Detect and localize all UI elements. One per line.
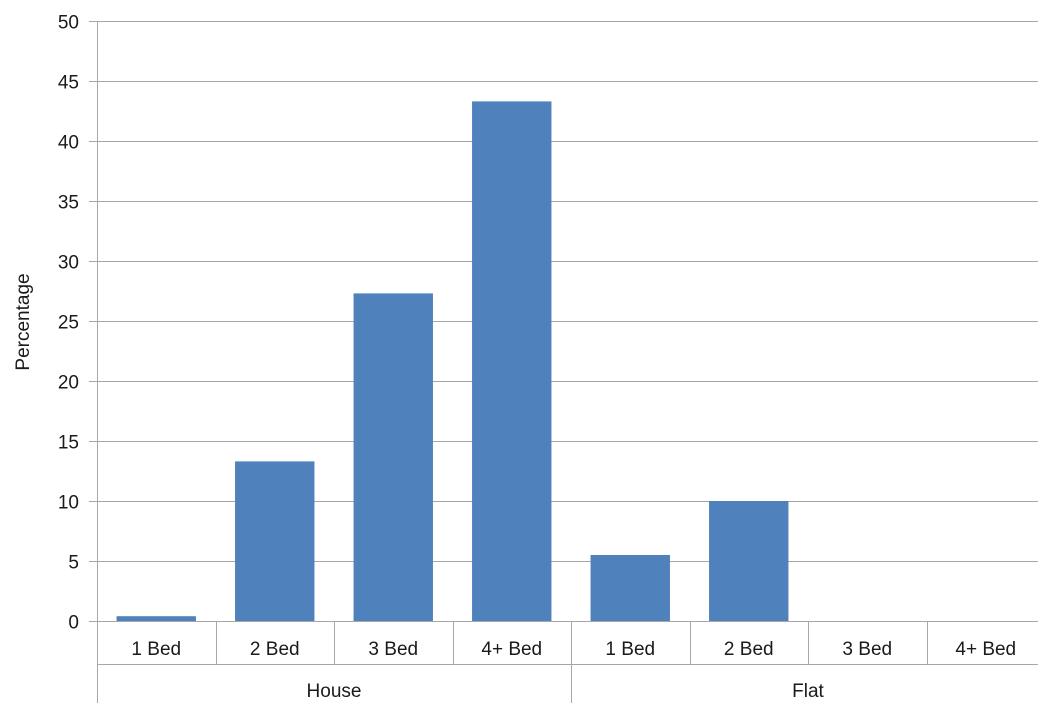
x-group-label: Flat: [792, 681, 824, 702]
y-tick-label: 40: [58, 133, 79, 154]
x-tick-label: 4+ Bed: [955, 639, 1016, 660]
y-axis-ticks: 0 5 10 15 20 25 30 35 40 45 50: [58, 13, 79, 634]
y-tick-label: 10: [58, 493, 79, 514]
x-axis-category-labels: 1 Bed 2 Bed 3 Bed 4+ Bed 1 Bed 2 Bed 3 Bed 4+ B…: [131, 639, 1016, 660]
bar: [235, 461, 315, 621]
x-axis-group-labels: House Flat: [307, 681, 825, 702]
bar: [116, 616, 196, 621]
x-group-label: House: [307, 681, 362, 702]
y-tick-label: 20: [58, 373, 79, 394]
x-tick-label: 1 Bed: [131, 639, 181, 660]
y-tick-label: 50: [58, 13, 79, 34]
gridlines: [89, 21, 1038, 622]
x-tick-label: 1 Bed: [605, 639, 655, 660]
x-tick-label: 4+ Bed: [481, 639, 542, 660]
y-axis-title: Percentage: [13, 273, 34, 370]
x-tick-label: 3 Bed: [368, 639, 418, 660]
y-tick-label: 0: [68, 613, 79, 634]
bar: [353, 293, 433, 621]
y-tick-label: 35: [58, 193, 79, 214]
y-tick-label: 30: [58, 253, 79, 274]
x-tick-label: 3 Bed: [842, 639, 892, 660]
y-tick-label: 15: [58, 433, 79, 454]
x-tick-label: 2 Bed: [724, 639, 774, 660]
axes: [97, 21, 1038, 703]
bar: [590, 555, 670, 621]
bars: [116, 101, 789, 621]
y-tick-label: 25: [58, 313, 79, 334]
y-tick-label: 5: [68, 553, 79, 574]
y-tick-label: 45: [58, 73, 79, 94]
bar: [472, 101, 552, 621]
bar: [709, 501, 789, 621]
x-tick-label: 2 Bed: [250, 639, 300, 660]
